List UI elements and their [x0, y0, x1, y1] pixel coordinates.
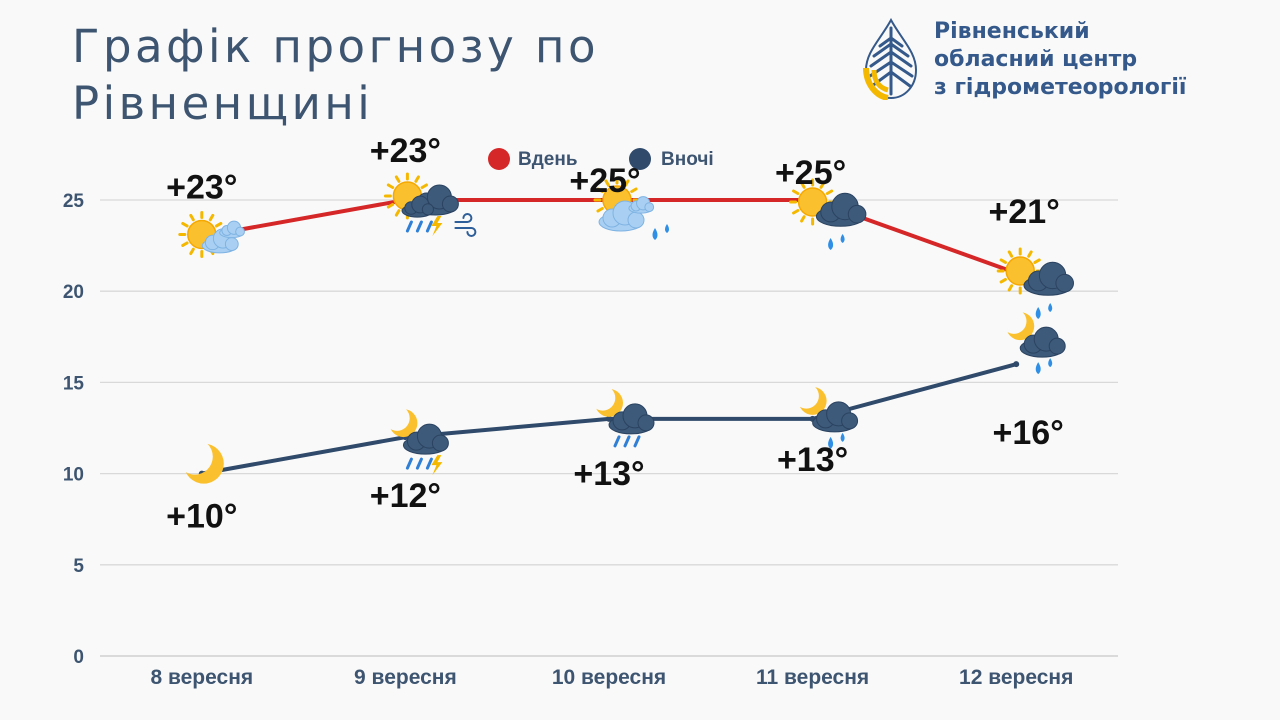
x-tick-label: 9 вересня [354, 666, 457, 689]
y-tick-label: 0 [73, 647, 84, 668]
legend-marker [488, 148, 510, 170]
data-label: +10° [166, 498, 237, 536]
data-point [606, 415, 612, 422]
y-tick-label: 15 [63, 373, 85, 394]
sun-cloud-rain-icon [593, 176, 669, 240]
data-label: +23° [370, 132, 441, 170]
moon-thunderstorm-icon [389, 409, 449, 476]
page-title: Графік прогнозу по Рівненщині [72, 18, 599, 132]
y-tick-label: 25 [63, 191, 85, 212]
data-label: +13° [777, 441, 848, 479]
y-tick-label: 5 [73, 556, 84, 577]
logo-text-line-1: Рівненський [934, 19, 1090, 44]
data-label: +13° [573, 455, 644, 493]
moon-rain-cloud-icon [595, 388, 655, 448]
data-point [1013, 361, 1020, 368]
x-tick-label: 8 вересня [150, 666, 253, 689]
moon-rain-cloud-icon [798, 386, 859, 449]
logo-text-line-2: обласний центр [934, 47, 1138, 72]
x-tick-label: 11 вересня [756, 666, 869, 689]
y-tick-label: 20 [63, 282, 84, 303]
data-label: +25° [775, 154, 846, 192]
logo-text-line-3: з гідрометеорології [934, 75, 1187, 100]
data-label: +23° [166, 168, 237, 206]
moon-icon [183, 443, 224, 484]
title-line-2: Рівненщині [72, 77, 374, 130]
legend-label: Вдень [518, 149, 578, 170]
data-label: +25° [569, 162, 640, 200]
drop-logo-icon [863, 18, 918, 100]
organization-logo: Рівненський обласний центр з гідрометеор… [862, 18, 1242, 102]
title-line-1: Графік прогнозу по [72, 20, 599, 73]
data-label: +12° [370, 477, 441, 515]
sun-rain-cloud-icon [789, 178, 867, 250]
legend-marker [629, 148, 651, 170]
x-tick-label: 10 вересня [552, 666, 666, 689]
data-label: +16° [993, 414, 1064, 452]
y-tick-label: 10 [63, 465, 84, 486]
moon-rain-cloud-icon [1006, 312, 1066, 375]
legend-label: Вночі [661, 149, 714, 170]
x-tick-label: 12 вересня [959, 666, 1073, 689]
sun-cloud-icon [178, 210, 245, 258]
data-label: +21° [989, 193, 1060, 231]
sun-rain-cloud-icon [996, 247, 1074, 319]
sun-thunderstorm-icon [383, 172, 477, 237]
